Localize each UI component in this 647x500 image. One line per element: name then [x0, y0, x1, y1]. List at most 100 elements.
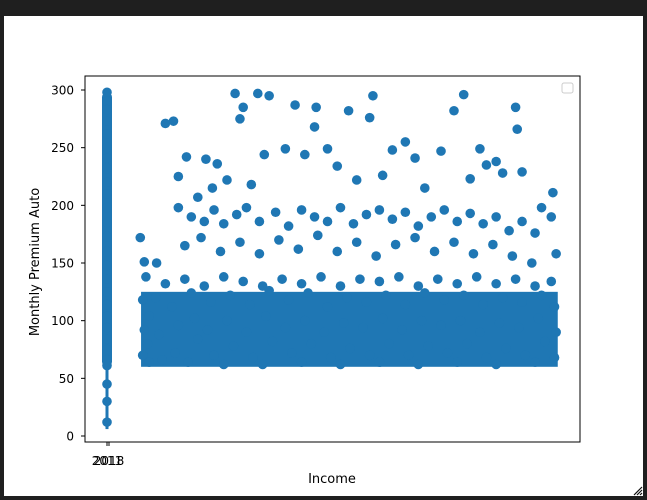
scatter-point — [423, 341, 433, 351]
scatter-point — [261, 311, 271, 321]
scatter-point — [277, 274, 287, 284]
scatter-point — [218, 359, 229, 370]
scatter-point — [348, 218, 359, 229]
scatter-point — [311, 102, 321, 113]
scatter-point — [135, 232, 146, 243]
scatter-point — [536, 202, 547, 213]
y-tick-label: 300 — [51, 84, 74, 98]
scatter-point — [452, 216, 463, 227]
scatter-point — [546, 276, 557, 287]
scatter-point — [189, 313, 200, 324]
scatter-point — [319, 327, 330, 338]
scatter-point — [180, 274, 190, 284]
scatter-point — [494, 318, 505, 328]
scatter-point — [491, 359, 501, 370]
scatter-point — [150, 292, 161, 303]
scatter-point — [351, 237, 362, 248]
scatter-point — [274, 235, 284, 245]
scatter-point — [199, 216, 210, 227]
scatter-point — [316, 272, 326, 282]
scatter-point — [173, 171, 184, 182]
scatter-point — [102, 231, 112, 242]
scatter-point — [218, 272, 229, 282]
scatter-point — [246, 179, 257, 190]
scatter-point — [168, 116, 179, 126]
scatter-point — [137, 350, 148, 361]
scatter-point — [332, 246, 343, 257]
scatter-point — [468, 248, 479, 259]
scatter-point — [241, 202, 252, 213]
scatter-point — [201, 154, 211, 164]
scatter-point — [309, 212, 320, 222]
scatter-point — [471, 272, 482, 282]
scatter-point — [325, 352, 336, 363]
y-tick-label: 250 — [51, 141, 74, 155]
scatter-point — [238, 276, 248, 287]
scatter-point — [439, 205, 450, 215]
scatter-point — [377, 313, 388, 324]
y-tick-label: 200 — [51, 199, 74, 213]
scatter-point — [520, 350, 531, 361]
scatter-point — [465, 174, 476, 184]
scatter-point — [549, 352, 560, 363]
scatter-point — [102, 153, 112, 163]
scatter-point — [228, 341, 239, 351]
scatter-point — [248, 352, 258, 363]
scatter-point — [264, 90, 274, 101]
scatter-point — [410, 153, 420, 163]
scatter-point — [231, 209, 242, 220]
scatter-point — [264, 285, 274, 296]
resize-grip-icon[interactable] — [633, 486, 643, 496]
scatter-point — [549, 302, 560, 312]
scatter-point — [102, 189, 112, 199]
scatter-point — [102, 417, 112, 427]
scatter-point — [139, 257, 150, 267]
scatter-point — [283, 295, 294, 305]
scatter-point — [345, 343, 356, 354]
scatter-point — [312, 230, 323, 241]
scatter-point — [296, 357, 307, 367]
scatter-point — [209, 350, 219, 361]
scatter-point — [303, 288, 313, 298]
y-tick-label: 50 — [59, 372, 74, 386]
scatter-point — [205, 297, 216, 308]
scatter-point — [536, 290, 547, 301]
data-points — [102, 87, 561, 427]
scatter-point — [259, 149, 270, 160]
scatter-point — [452, 357, 463, 367]
y-tick-label: 100 — [51, 314, 74, 328]
scatter-point — [436, 146, 446, 156]
scatter-point — [254, 216, 265, 227]
scatter-point — [144, 311, 154, 321]
scatter-point — [368, 90, 378, 101]
scatter-point — [491, 278, 501, 289]
x-axis: 2011 2018 — [92, 442, 124, 468]
scatter-point — [102, 116, 112, 126]
scatter-point — [530, 228, 540, 238]
scatter-point — [193, 192, 203, 203]
scatter-point — [102, 299, 112, 310]
y-axis: 0 50 100 150 200 250 300 — [51, 84, 85, 444]
scatter-point — [222, 175, 232, 185]
scatter-point — [151, 258, 162, 268]
scatter-point — [142, 338, 153, 349]
scatter-point — [377, 170, 388, 181]
scatter-point — [102, 396, 112, 407]
scatter-point — [338, 318, 349, 328]
scatter-chart: 0 50 100 150 200 250 300 2011 2018 Income Mont… — [28, 75, 581, 487]
scatter-point — [235, 114, 245, 124]
scatter-point — [230, 88, 240, 99]
scatter-point — [186, 288, 197, 298]
scatter-point — [371, 251, 381, 261]
scatter-point — [394, 272, 404, 282]
scatter-point — [222, 315, 232, 326]
scatter-point — [442, 348, 453, 358]
y-tick-label: 150 — [51, 257, 74, 271]
scatter-point — [244, 299, 255, 310]
scatter-point — [420, 288, 430, 298]
scatter-point — [501, 343, 511, 354]
scatter-point — [322, 144, 333, 154]
scatter-point — [504, 225, 514, 236]
scatter-point — [539, 336, 550, 347]
scatter-point — [527, 258, 537, 268]
